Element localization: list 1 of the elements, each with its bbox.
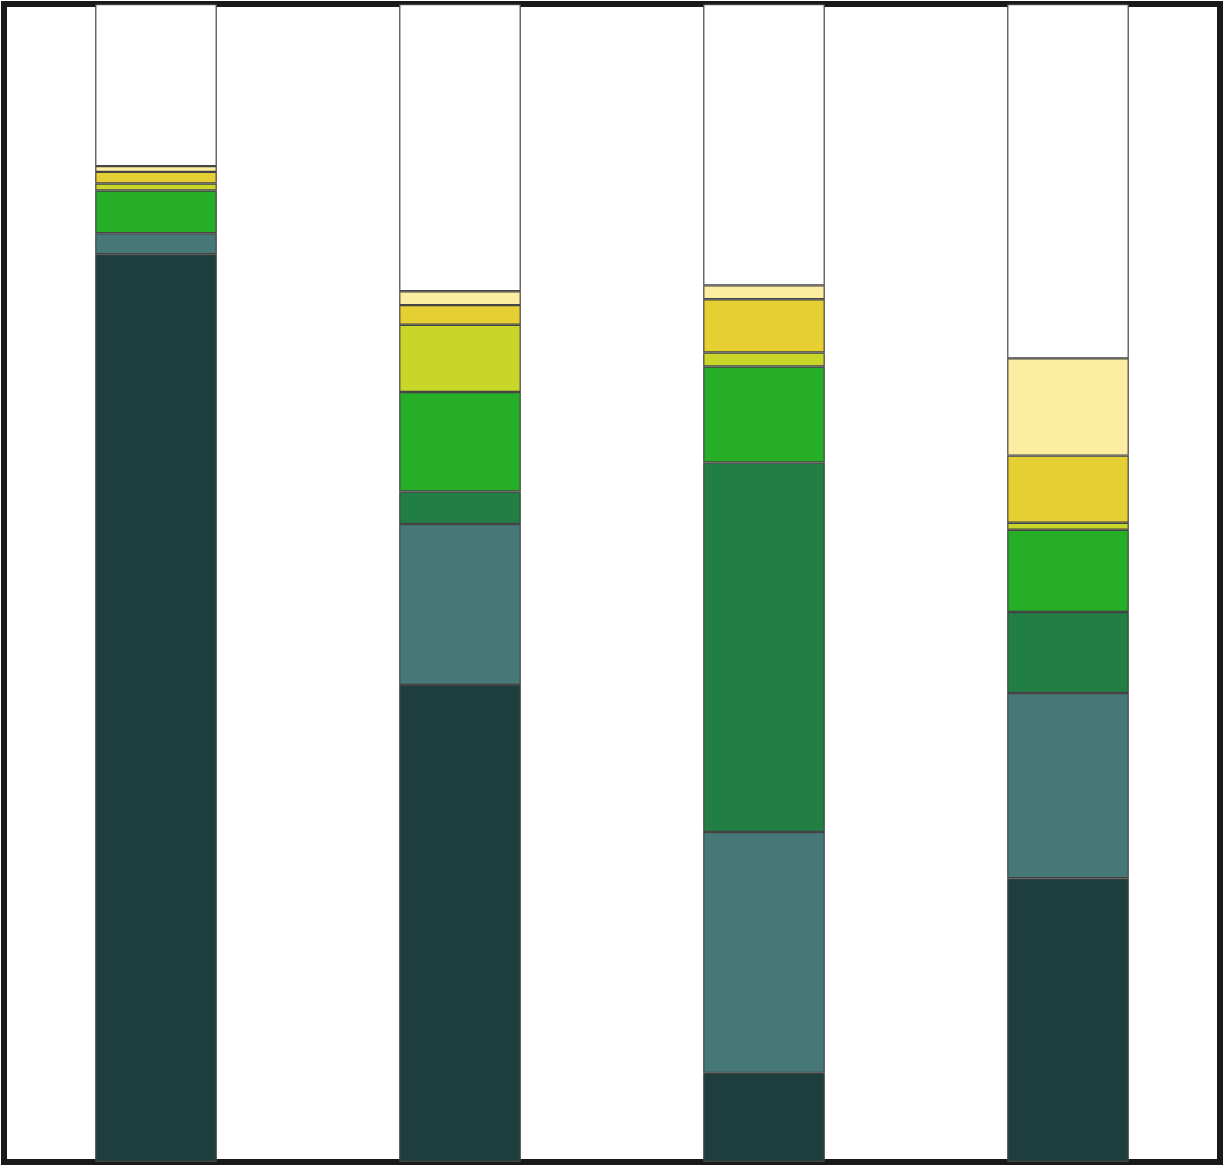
- bar: [95, 171, 217, 184]
